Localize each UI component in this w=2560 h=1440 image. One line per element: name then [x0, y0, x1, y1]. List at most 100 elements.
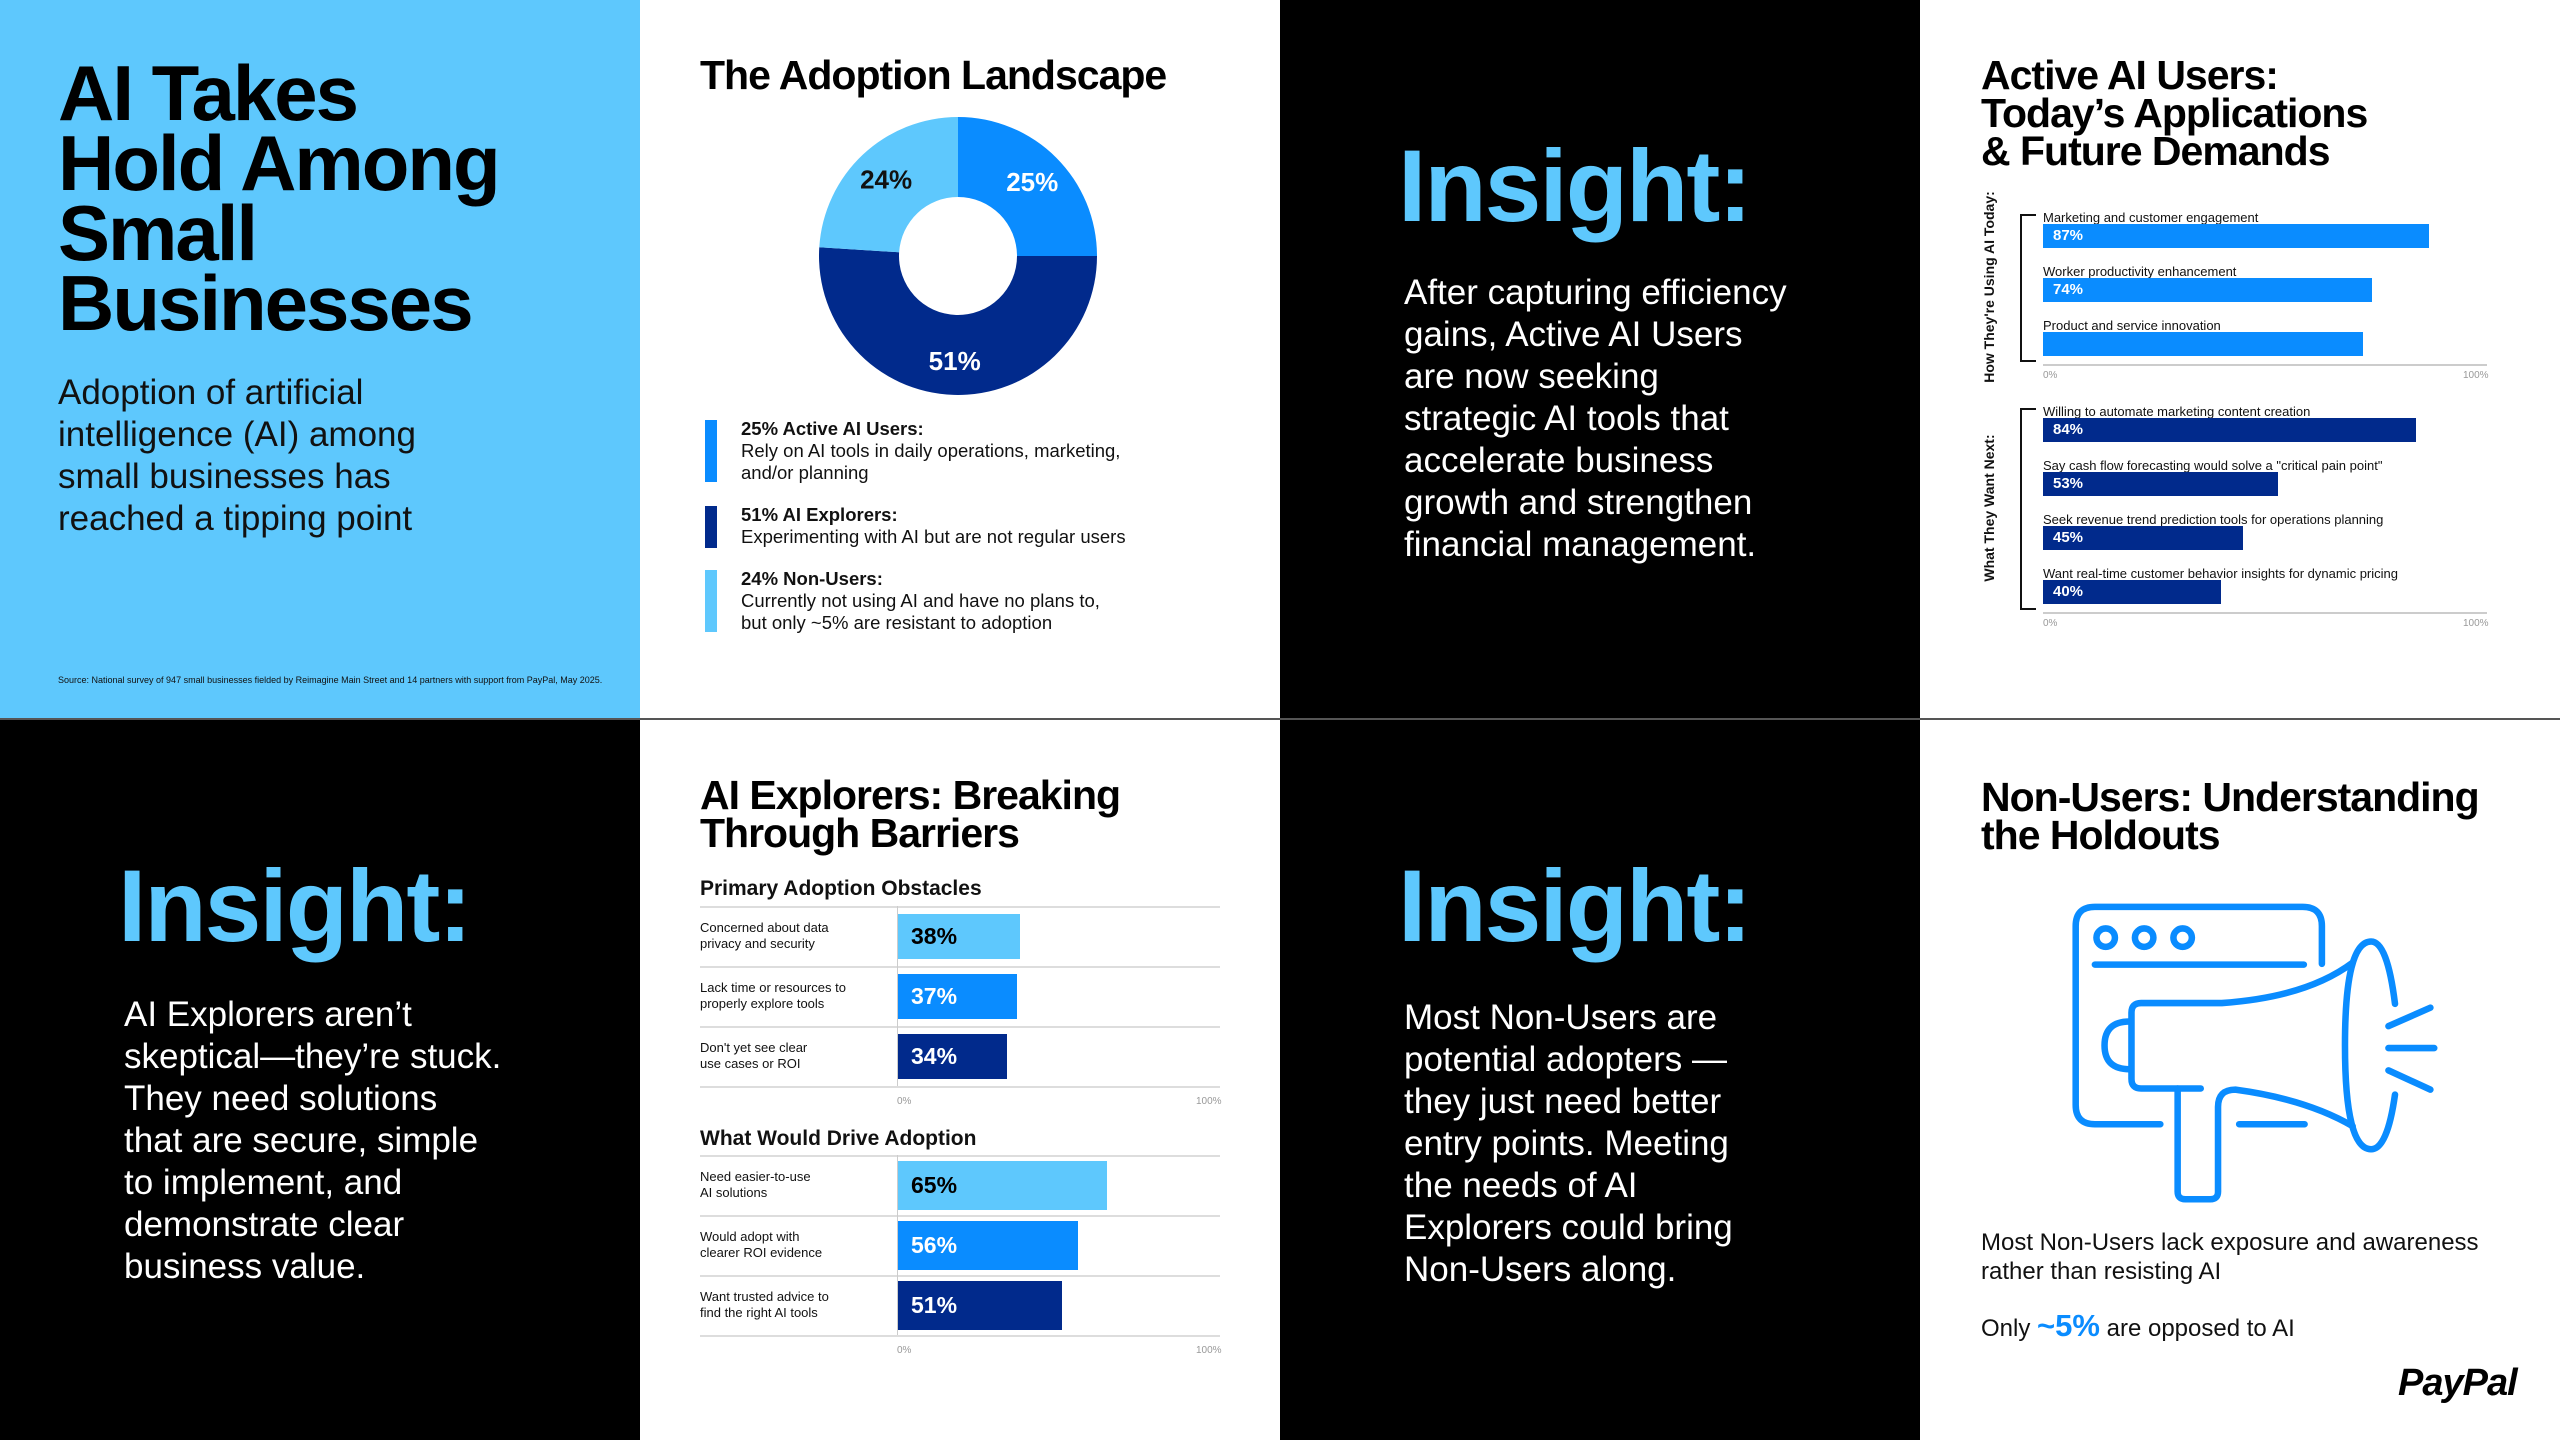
- title-line: AI Takes: [58, 49, 359, 137]
- row-label-line: Need easier-to-use: [700, 1169, 811, 1184]
- megaphone-browser-icon: [2072, 903, 2438, 1203]
- row-divider: [700, 1335, 1220, 1337]
- value-axis: [897, 906, 898, 1086]
- row-divider: [0, 718, 2560, 720]
- body-line: skeptical—they’re stuck.: [124, 1037, 502, 1076]
- donut-chart: 25% 51% 24%: [819, 117, 1097, 396]
- source-note: Source: National survey of 947 small bus…: [58, 675, 603, 685]
- row-label-line: Want trusted advice to: [700, 1289, 829, 1304]
- insight-body: After capturing efficiency gains, Active…: [1404, 272, 1824, 566]
- body-line: Non-Users along.: [1404, 1250, 1677, 1289]
- row-label: Don't yet see clear use cases or ROI: [700, 1040, 807, 1072]
- title-line: Through Barriers: [700, 810, 1020, 856]
- title-line: & Future Demands: [1981, 128, 2331, 174]
- row-label-line: AI solutions: [700, 1185, 768, 1200]
- bar-value-label: 40%: [2053, 583, 2084, 600]
- row-label: Need easier-to-use AI solutions: [700, 1169, 811, 1201]
- body-line: Most Non-Users are: [1404, 998, 1718, 1037]
- bar-value-label: 38%: [911, 923, 958, 949]
- title-line: Hold Among: [58, 119, 501, 207]
- row-divider: [700, 1275, 1220, 1277]
- body-line: strategic AI tools that: [1404, 399, 1729, 438]
- title-line: AI Explorers: Breaking: [700, 772, 1121, 818]
- bar-value-label: 84%: [2053, 421, 2084, 438]
- row-label-line: find the right AI tools: [700, 1305, 818, 1320]
- subtitle-line: intelligence (AI) among: [58, 415, 416, 454]
- bar: 84%: [2043, 418, 2416, 442]
- panel-insight-1: Insight: After capturing efficiency gain…: [1280, 0, 1920, 720]
- bar: 53%: [2043, 472, 2279, 496]
- group-bracket: [2020, 214, 2036, 362]
- donut-slice: [819, 247, 1097, 396]
- row-label: Lack time or resources to properly explor…: [700, 980, 846, 1012]
- bar-category-label: Say cash flow forecasting would solve a …: [2043, 458, 2383, 473]
- panel-insight-2: Insight: AI Explorers aren’t skeptical—t…: [0, 720, 640, 1440]
- axis-tick-label: 0%: [897, 1096, 912, 1107]
- group-label: What They Want Next:: [1981, 434, 1997, 582]
- x-axis: [2043, 364, 2487, 366]
- legend-item: 51% AI Explorers: Experimenting with AI b…: [741, 504, 1126, 548]
- subtitle-line: Adoption of artificial: [58, 373, 364, 412]
- paypal-logo: PayPal: [2398, 1362, 2518, 1404]
- body-line: gains, Active AI Users: [1404, 315, 1743, 354]
- bar-value-label: 34%: [911, 1043, 958, 1069]
- bar-category-label: Product and service innovation: [2043, 318, 2221, 333]
- bar-value-label: 65%: [911, 1172, 958, 1198]
- axis-tick-label: 100%: [1196, 1345, 1222, 1356]
- panel-title: Non-Users: Understanding the Holdouts: [1981, 774, 2480, 858]
- bar: 65%: [897, 1160, 1107, 1210]
- panel-title: Active AI Users: Today’s Applications & …: [1981, 55, 2368, 174]
- stat-value: ~5%: [2037, 1308, 2100, 1343]
- body-line: They need solutions: [124, 1079, 438, 1118]
- panel-intro: AI Takes Hold Among Small Businesses Ado…: [0, 0, 640, 720]
- bar-value-label: 56%: [911, 1232, 958, 1258]
- body-line: they just need better: [1404, 1082, 1722, 1121]
- body-line: AI Explorers aren’t: [124, 995, 412, 1034]
- row-label-line: Don't yet see clear: [700, 1040, 808, 1055]
- body-line: Explorers could bring: [1404, 1208, 1733, 1247]
- row-label-line: clearer ROI evidence: [700, 1245, 823, 1260]
- bar: 45%: [2043, 526, 2243, 550]
- bar-value-label: 74%: [2053, 281, 2084, 298]
- bar-category-label: Seek revenue trend prediction tools for …: [2043, 512, 2384, 527]
- legend-desc: but only ~5% are resistant to adoption: [741, 612, 1053, 633]
- body-line: financial management.: [1404, 525, 1757, 564]
- insight-heading: Insight:: [1398, 129, 1752, 243]
- title-line: Businesses: [58, 259, 474, 347]
- bar-category-label: Marketing and customer engagement: [2043, 210, 2259, 225]
- x-axis: [2043, 612, 2487, 614]
- row-label-line: Would adopt with: [700, 1229, 800, 1244]
- chart-subtitle: Primary Adoption Obstacles: [700, 877, 982, 900]
- body-line: are now seeking: [1404, 357, 1659, 396]
- legend-swatch: [705, 506, 717, 548]
- row-divider: [700, 1215, 1220, 1217]
- chart-subtitle: What Would Drive Adoption: [700, 1127, 977, 1150]
- donut-slice: [958, 117, 1097, 256]
- panel-title: The Adoption Landscape: [700, 52, 1167, 98]
- axis-tick-label: 0%: [897, 1345, 912, 1356]
- bar: 40%: [2043, 580, 2221, 604]
- subtitle: Adoption of artificial intelligence (AI)…: [58, 372, 416, 540]
- title-line: the Holdouts: [1981, 812, 2221, 858]
- bar-value-label: 53%: [2053, 475, 2084, 492]
- row-label: Concerned about data privacy and security: [700, 920, 829, 952]
- body-line: accelerate business: [1404, 441, 1714, 480]
- row-label: Would adopt with clearer ROI evidence: [700, 1229, 822, 1261]
- panel-explorers: AI Explorers: Breaking Through Barriers …: [640, 720, 1280, 1440]
- bar-value-label: 51%: [911, 1292, 958, 1318]
- insight-heading: Insight:: [118, 849, 472, 963]
- panel-title: AI Explorers: Breaking Through Barriers: [700, 772, 1121, 856]
- panel-active-users: Active AI Users: Today’s Applications & …: [1920, 0, 2560, 720]
- row-divider: [700, 906, 1220, 908]
- bar-category-label: Want real-time customer behavior insight…: [2043, 566, 2398, 581]
- donut-label: 24%: [860, 164, 912, 194]
- group-label: How They're Using AI Today:: [1981, 191, 1997, 383]
- title-line: Non-Users: Understanding: [1981, 774, 2480, 820]
- donut-label: 25%: [1006, 167, 1058, 197]
- bar: 74%: [2043, 278, 2372, 302]
- body-line: to implement, and: [124, 1163, 403, 1202]
- subtitle-line: reached a tipping point: [58, 499, 413, 538]
- body-line: business value.: [124, 1247, 366, 1286]
- bar: 51%: [897, 1280, 1062, 1330]
- row-label-line: Lack time or resources to: [700, 980, 846, 995]
